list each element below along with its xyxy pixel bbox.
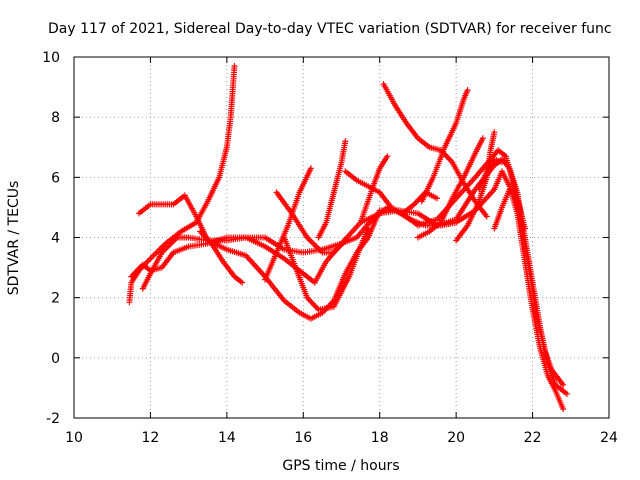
chart-title: Day 117 of 2021, Sidereal Day-to-day VTE… — [48, 21, 612, 37]
data-point — [479, 135, 486, 142]
data-point — [342, 138, 349, 145]
data-point — [307, 165, 314, 172]
y-tick-label: -2 — [46, 411, 60, 427]
x-tick-label: 22 — [524, 430, 542, 446]
x-tick-label: 12 — [142, 430, 160, 446]
y-axis-label: SDTVAR / TECUs — [6, 181, 22, 296]
data-point — [464, 87, 471, 94]
data-points — [126, 63, 570, 412]
series-track-a — [126, 63, 238, 306]
data-point — [560, 381, 567, 388]
x-tick-label: 20 — [447, 430, 465, 446]
series-track-q — [476, 156, 505, 193]
series-track-h — [273, 189, 349, 256]
series-track-m — [418, 87, 471, 205]
data-point — [521, 225, 528, 232]
series-track-e — [197, 228, 246, 286]
data-point — [239, 279, 246, 286]
data-point — [434, 195, 441, 202]
y-tick-label: 2 — [51, 291, 60, 307]
data-point — [491, 129, 498, 136]
y-tick-label: 8 — [51, 110, 60, 126]
data-point — [560, 405, 567, 412]
data-point — [384, 153, 391, 160]
x-tick-label: 10 — [65, 430, 83, 446]
series-track-g — [281, 225, 372, 313]
y-tick-label: 0 — [51, 351, 60, 367]
data-point — [499, 159, 505, 166]
x-axis-label: GPS time / hours — [282, 458, 399, 474]
data-point — [563, 390, 570, 397]
x-tick-label: 16 — [294, 430, 312, 446]
y-tick-label: 4 — [51, 231, 60, 247]
x-tick-label: 24 — [600, 430, 618, 446]
series-track-n — [414, 135, 486, 241]
x-tick-label: 14 — [218, 430, 236, 446]
y-tick-label: 6 — [51, 170, 60, 186]
x-tick-label: 18 — [371, 430, 389, 446]
series-track-j — [342, 168, 441, 217]
y-tick-label: 10 — [42, 50, 60, 66]
data-point — [483, 213, 490, 220]
series-track-d — [135, 168, 567, 412]
series-track-k — [357, 153, 391, 226]
data-point — [365, 225, 372, 232]
data-point — [342, 237, 349, 244]
data-point — [231, 63, 238, 70]
series-track-p — [491, 186, 528, 232]
series-track-i — [315, 138, 349, 241]
